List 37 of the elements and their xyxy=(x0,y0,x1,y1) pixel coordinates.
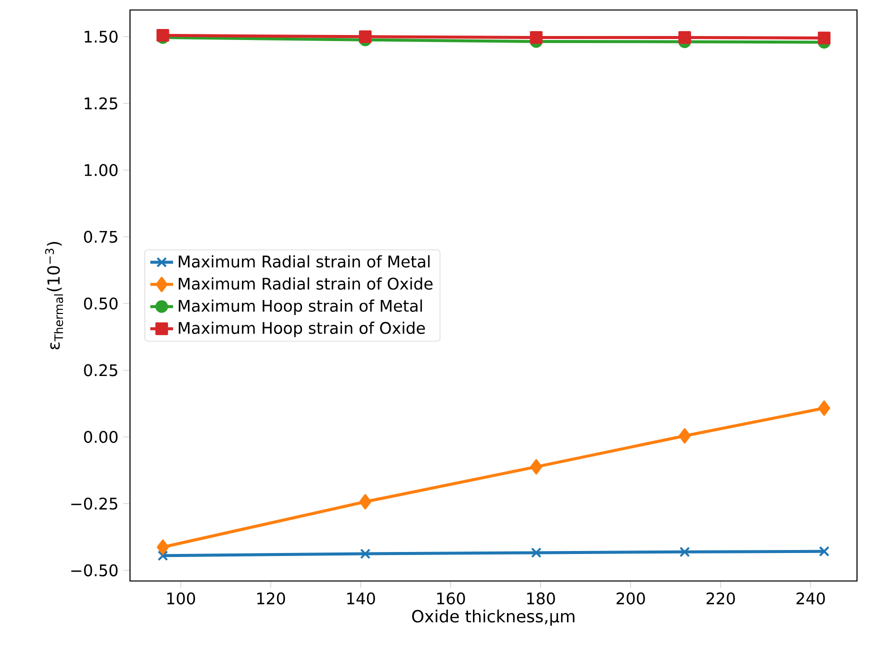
y-axis-title: ε$_{Thermal}$(10$^{−3}$) xyxy=(45,242,64,350)
x-tick-label: 160 xyxy=(437,592,465,604)
y-tick-label: 1.25 xyxy=(84,97,118,110)
point xyxy=(818,400,830,416)
legend-label: Maximum Hoop strain of Metal xyxy=(178,300,422,315)
y-tick-label: 1.00 xyxy=(84,164,118,176)
point xyxy=(678,428,691,444)
point xyxy=(678,31,692,44)
point xyxy=(818,32,830,44)
point xyxy=(530,459,542,474)
point xyxy=(158,550,168,561)
x-tick-label: 120 xyxy=(257,592,286,604)
y-tick-label: 0.75 xyxy=(84,230,118,243)
y-tick-label: −0.25 xyxy=(71,498,118,510)
point xyxy=(358,30,372,44)
legend-label: Maximum Radial strain of Oxide xyxy=(178,277,433,290)
x-tick-label: 200 xyxy=(616,592,645,604)
y-tick-label: 1.50 xyxy=(84,30,118,43)
point xyxy=(818,546,830,557)
point xyxy=(156,539,169,555)
legend-label: Maximum Hoop strain of Oxide xyxy=(178,322,425,338)
x-tick-label: 100 xyxy=(167,592,196,604)
y-tick-label: 0.50 xyxy=(84,297,118,310)
x-tick-label: 220 xyxy=(706,592,735,604)
x-axis-title: Oxide thickness,µm xyxy=(412,610,574,626)
x-tick-label: 240 xyxy=(796,592,825,604)
point xyxy=(360,548,371,560)
point xyxy=(531,547,542,558)
x-tick-label: 140 xyxy=(347,592,375,604)
x-tick-label: 180 xyxy=(527,592,555,604)
legend-label: Maximum Radial strain of Metal xyxy=(178,255,430,268)
y-tick-label: −0.50 xyxy=(71,564,118,576)
point xyxy=(679,546,690,558)
y-tick-label: 0.25 xyxy=(84,364,118,376)
y-tick-label: 0.00 xyxy=(84,430,118,443)
point xyxy=(359,494,372,510)
point xyxy=(530,31,543,44)
